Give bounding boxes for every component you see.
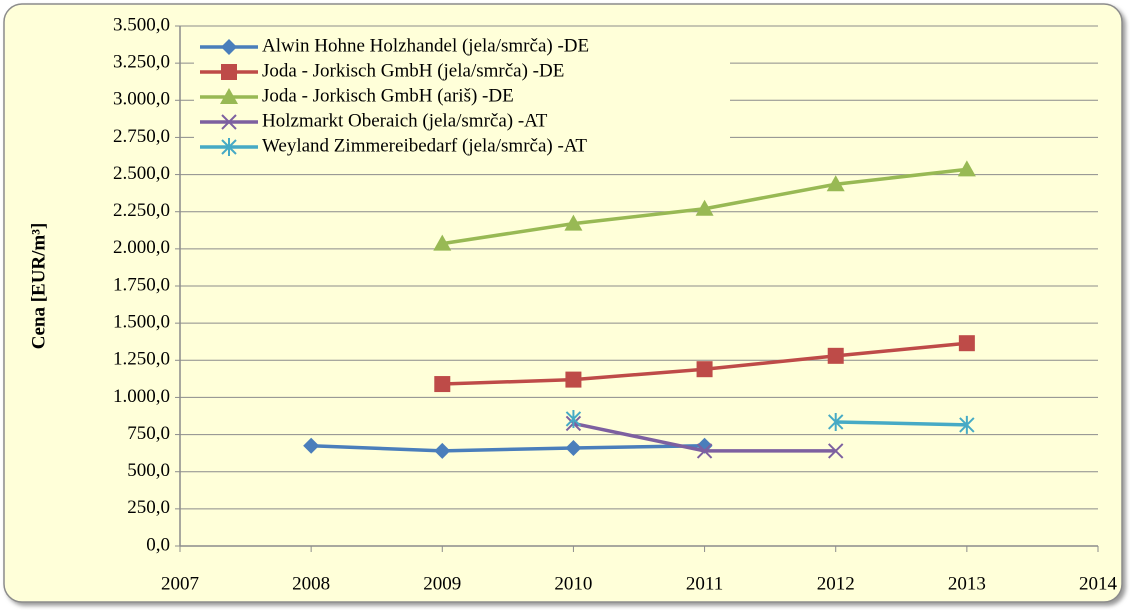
marker xyxy=(565,371,582,388)
legend-label: Holzmarkt Oberaich (jela/smrča) -AT xyxy=(262,110,548,131)
legend-label: Alwin Hohne Holzhandel (jela/smrča) -DE xyxy=(262,35,589,56)
x-tick-label: 2012 xyxy=(817,573,855,594)
x-tick-label: 2008 xyxy=(292,573,330,594)
marker xyxy=(827,347,844,364)
marker xyxy=(828,443,844,459)
marker xyxy=(433,234,452,251)
marker xyxy=(565,409,582,428)
legend-label: Joda - Jorkisch GmbH (ariš) -DE xyxy=(262,85,514,106)
marker xyxy=(221,39,237,55)
marker xyxy=(696,443,713,459)
marker xyxy=(826,175,845,192)
x-tick-label: 2011 xyxy=(686,573,723,594)
y-tick-label: 0,0 xyxy=(146,534,170,555)
x-tick-label: 2013 xyxy=(948,573,986,594)
y-tick-label: 3.250,0 xyxy=(113,52,170,73)
legend-bg xyxy=(194,32,730,161)
x-tick-label: 2009 xyxy=(423,573,461,594)
x-tick-label: 2014 xyxy=(1079,573,1118,594)
y-tick-label: 2.000,0 xyxy=(113,237,170,258)
marker xyxy=(220,88,238,104)
marker xyxy=(221,138,237,156)
x-tick-label: 2007 xyxy=(161,573,199,594)
marker xyxy=(221,64,237,80)
y-tick-label: 1.000,0 xyxy=(113,386,170,407)
y-tick-label: 250,0 xyxy=(127,497,170,518)
y-axis-label: Cena [EUR/m³] xyxy=(28,223,49,350)
marker xyxy=(828,412,844,431)
y-tick-label: 1.500,0 xyxy=(113,312,170,333)
legend-label: Weyland Zimmereibedarf (jela/smrča) -AT xyxy=(262,135,587,156)
x-tick-label: 2010 xyxy=(554,573,592,594)
legend-label: Joda - Jorkisch GmbH (jela/smrča) -DE xyxy=(262,60,564,81)
marker xyxy=(958,335,975,352)
marker xyxy=(221,114,237,130)
series-line xyxy=(835,420,967,427)
y-tick-label: 500,0 xyxy=(127,460,170,481)
y-tick-label: 2.250,0 xyxy=(113,200,170,221)
marker xyxy=(695,199,714,216)
y-tick-label: 3.500,0 xyxy=(113,14,170,35)
marker xyxy=(959,415,975,434)
y-tick-label: 2.750,0 xyxy=(113,126,170,147)
marker xyxy=(564,214,583,231)
y-tick-label: 3.000,0 xyxy=(113,89,170,110)
marker xyxy=(434,442,451,459)
series-line xyxy=(311,443,705,453)
marker xyxy=(696,361,713,378)
y-tick-label: 1.250,0 xyxy=(113,349,170,370)
y-tick-label: 1.750,0 xyxy=(113,274,170,295)
marker xyxy=(565,439,582,456)
marker xyxy=(303,437,320,454)
marker xyxy=(434,376,451,393)
y-tick-label: 2.500,0 xyxy=(113,163,170,184)
y-tick-label: 750,0 xyxy=(127,423,170,444)
marker xyxy=(957,160,976,177)
